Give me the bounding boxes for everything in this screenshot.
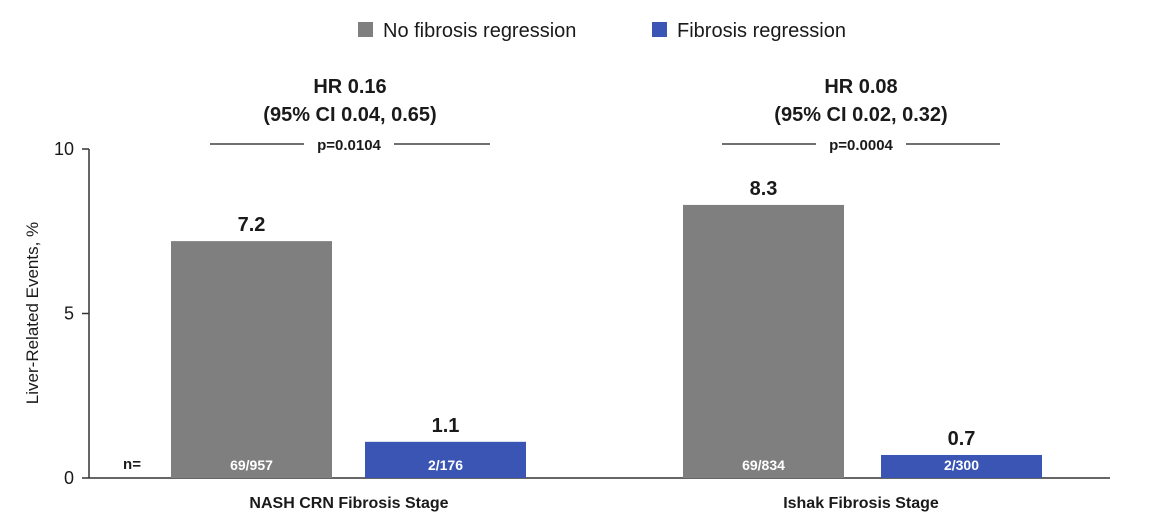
- value-label-nash-regression: 1.1: [432, 415, 460, 437]
- y-tick-label: 0: [64, 468, 74, 488]
- hr-label-ishak: HR 0.08: [824, 76, 897, 98]
- y-ticks: 0 5 10: [54, 139, 89, 488]
- y-tick-label: 5: [64, 304, 74, 324]
- ci-label-nash: (95% CI 0.04, 0.65): [263, 104, 436, 126]
- p-label-ishak: p=0.0004: [829, 137, 893, 154]
- legend-label-no-regression: No fibrosis regression: [383, 20, 576, 42]
- count-label-ishak-regression: 2/300: [944, 457, 979, 473]
- group-nash-crn: HR 0.16 (95% CI 0.04, 0.65) p=0.0104 7.2…: [171, 76, 526, 512]
- ci-label-ishak: (95% CI 0.02, 0.32): [774, 104, 947, 126]
- x-category-ishak: Ishak Fibrosis Stage: [783, 495, 939, 512]
- x-category-nash: NASH CRN Fibrosis Stage: [249, 495, 448, 512]
- count-label-ishak-no-regression: 69/834: [742, 457, 785, 473]
- bar-nash-no-regression: [171, 241, 332, 478]
- group-ishak: HR 0.08 (95% CI 0.02, 0.32) p=0.0004 8.3…: [683, 76, 1042, 512]
- count-label-nash-regression: 2/176: [428, 457, 463, 473]
- legend-swatch-regression: [652, 22, 667, 37]
- legend-label-regression: Fibrosis regression: [677, 20, 846, 42]
- bar-ishak-no-regression: [683, 204, 844, 478]
- legend-swatch-no-regression: [358, 22, 373, 37]
- p-label-nash: p=0.0104: [317, 137, 381, 154]
- value-label-ishak-regression: 0.7: [948, 428, 976, 450]
- bar-ishak-regression: [881, 454, 1042, 478]
- value-label-nash-no-regression: 7.2: [238, 214, 266, 236]
- legend: No fibrosis regression Fibrosis regressi…: [358, 20, 846, 42]
- count-label-nash-no-regression: 69/957: [230, 457, 273, 473]
- bar-nash-regression: [365, 441, 526, 478]
- n-label: n=: [123, 456, 141, 473]
- y-tick-label: 10: [54, 139, 74, 159]
- y-axis-title: Liver-Related Events, %: [23, 222, 42, 404]
- hr-label-nash: HR 0.16: [313, 76, 386, 98]
- value-label-ishak-no-regression: 8.3: [750, 178, 778, 200]
